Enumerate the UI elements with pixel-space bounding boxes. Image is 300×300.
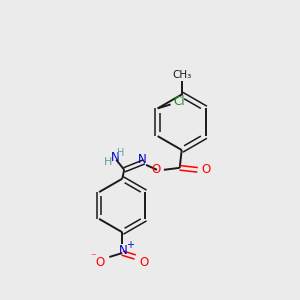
Text: +: +	[126, 240, 134, 250]
Text: O: O	[96, 256, 105, 269]
Text: O: O	[140, 256, 149, 269]
Text: N: N	[138, 153, 146, 167]
Text: H: H	[104, 157, 112, 167]
Text: O: O	[151, 163, 160, 176]
Text: O: O	[202, 163, 211, 176]
Text: Cl: Cl	[174, 95, 185, 108]
Text: ⁻: ⁻	[91, 252, 97, 262]
Text: N: N	[111, 152, 120, 164]
Text: H: H	[117, 148, 124, 158]
Text: N: N	[119, 244, 128, 256]
Text: CH₃: CH₃	[172, 70, 191, 80]
